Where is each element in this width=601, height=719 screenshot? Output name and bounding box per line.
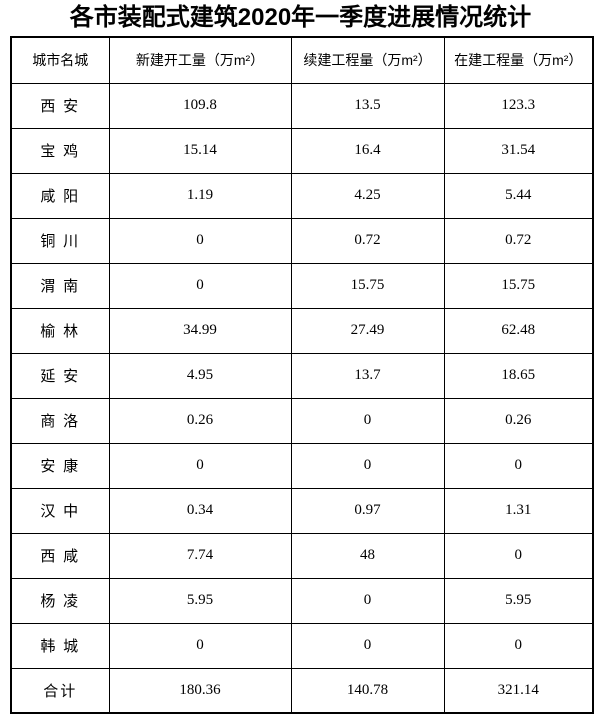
value-cell: 0.26 xyxy=(443,397,594,444)
value-cell: 15.75 xyxy=(290,262,445,309)
value-cell: 34.99 xyxy=(108,307,292,354)
value-cell: 0 xyxy=(108,262,292,309)
value-cell: 0 xyxy=(443,622,594,669)
city-name-cell: 榆 林 xyxy=(10,307,110,354)
value-cell: 0 xyxy=(290,622,445,669)
city-name-cell: 铜 川 xyxy=(10,217,110,264)
value-cell: 0 xyxy=(290,397,445,444)
table-row: 咸 阳 1.19 4.25 5.44 xyxy=(10,172,594,219)
value-cell: 62.48 xyxy=(443,307,594,354)
col-header-new-start: 新建开工量（万m²） xyxy=(108,36,292,84)
value-cell: 4.25 xyxy=(290,172,445,219)
value-cell: 4.95 xyxy=(108,352,292,399)
col-header-continued: 续建工程量（万m²） xyxy=(290,36,445,84)
city-name-cell: 咸 阳 xyxy=(10,172,110,219)
value-cell: 0 xyxy=(108,442,292,489)
city-name-cell: 商 洛 xyxy=(10,397,110,444)
table-row: 西 安 109.8 13.5 123.3 xyxy=(10,82,594,129)
city-name-cell: 渭 南 xyxy=(10,262,110,309)
value-cell: 0.72 xyxy=(290,217,445,264)
value-cell: 140.78 xyxy=(290,667,445,714)
table-row: 商 洛 0.26 0 0.26 xyxy=(10,397,594,444)
value-cell: 5.44 xyxy=(443,172,594,219)
value-cell: 15.14 xyxy=(108,127,292,174)
table-row: 渭 南 0 15.75 15.75 xyxy=(10,262,594,309)
value-cell: 180.36 xyxy=(108,667,292,714)
value-cell: 5.95 xyxy=(443,577,594,624)
total-row: 合计 180.36 140.78 321.14 xyxy=(10,667,594,714)
value-cell: 0 xyxy=(443,442,594,489)
city-name-cell: 西 安 xyxy=(10,82,110,129)
col-header-under-construction: 在建工程量（万m²） xyxy=(443,36,594,84)
value-cell: 16.4 xyxy=(290,127,445,174)
city-name-cell: 宝 鸡 xyxy=(10,127,110,174)
value-cell: 5.95 xyxy=(108,577,292,624)
table-row: 杨 凌 5.95 0 5.95 xyxy=(10,577,594,624)
city-name-cell: 西 咸 xyxy=(10,532,110,579)
city-name-cell: 安 康 xyxy=(10,442,110,489)
value-cell: 0 xyxy=(443,532,594,579)
value-cell: 18.65 xyxy=(443,352,594,399)
city-name-cell: 杨 凌 xyxy=(10,577,110,624)
value-cell: 13.5 xyxy=(290,82,445,129)
stats-table: 城市名城 新建开工量（万m²） 续建工程量（万m²） 在建工程量（万m²） 西 … xyxy=(10,36,594,714)
value-cell: 27.49 xyxy=(290,307,445,354)
value-cell: 1.31 xyxy=(443,487,594,534)
table-row: 汉 中 0.34 0.97 1.31 xyxy=(10,487,594,534)
value-cell: 0 xyxy=(108,217,292,264)
value-cell: 0 xyxy=(108,622,292,669)
value-cell: 0.26 xyxy=(108,397,292,444)
value-cell: 13.7 xyxy=(290,352,445,399)
value-cell: 31.54 xyxy=(443,127,594,174)
table-row: 西 咸 7.74 48 0 xyxy=(10,532,594,579)
table-row: 宝 鸡 15.14 16.4 31.54 xyxy=(10,127,594,174)
value-cell: 321.14 xyxy=(443,667,594,714)
value-cell: 0.34 xyxy=(108,487,292,534)
value-cell: 109.8 xyxy=(108,82,292,129)
table-row: 延 安 4.95 13.7 18.65 xyxy=(10,352,594,399)
value-cell: 7.74 xyxy=(108,532,292,579)
value-cell: 15.75 xyxy=(443,262,594,309)
city-name-cell: 合计 xyxy=(10,667,110,714)
value-cell: 0.72 xyxy=(443,217,594,264)
table-row: 铜 川 0 0.72 0.72 xyxy=(10,217,594,264)
page-title: 各市装配式建筑2020年一季度进展情况统计 xyxy=(69,4,532,31)
value-cell: 0 xyxy=(290,577,445,624)
value-cell: 1.19 xyxy=(108,172,292,219)
value-cell: 0 xyxy=(290,442,445,489)
header-row: 城市名城 新建开工量（万m²） 续建工程量（万m²） 在建工程量（万m²） xyxy=(10,36,594,84)
col-header-city: 城市名城 xyxy=(10,36,110,84)
city-name-cell: 汉 中 xyxy=(10,487,110,534)
value-cell: 123.3 xyxy=(443,82,594,129)
city-name-cell: 延 安 xyxy=(10,352,110,399)
value-cell: 48 xyxy=(290,532,445,579)
value-cell: 0.97 xyxy=(290,487,445,534)
city-name-cell: 韩 城 xyxy=(10,622,110,669)
table-row: 榆 林 34.99 27.49 62.48 xyxy=(10,307,594,354)
